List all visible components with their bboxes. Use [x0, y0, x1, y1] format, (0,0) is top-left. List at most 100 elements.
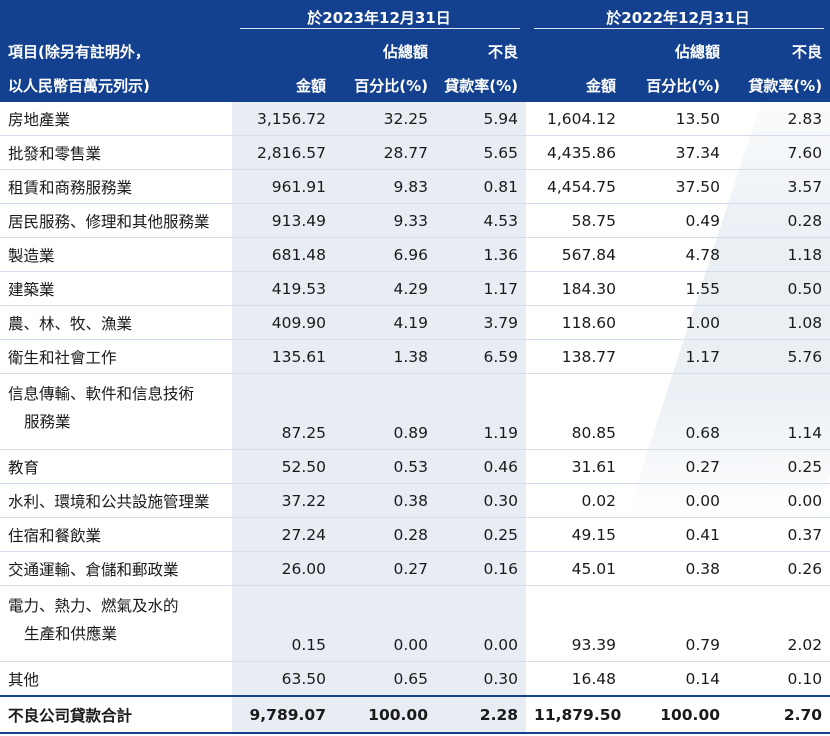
npl-rate-2023: 5.65: [436, 135, 527, 170]
pct-2023: 0.65: [334, 661, 436, 697]
npl-rate-2023: 0.81: [436, 169, 527, 204]
row-label: 製造業: [0, 237, 232, 272]
row-label: 住宿和餐飲業: [0, 517, 232, 552]
pct-2022: 1.55: [624, 271, 729, 306]
pct-2023: 1.38: [334, 339, 436, 374]
amount-2022: 118.60: [526, 305, 625, 340]
pct-2022: 13.50: [624, 102, 729, 136]
npl-rate-2022: 2.02: [728, 585, 830, 662]
npl-rate-2022: 0.25: [728, 449, 830, 484]
npl-rate-2022: 0.37: [728, 517, 830, 552]
table-row: 教育 52.50 0.53 0.46 31.61 0.27 0.25: [0, 449, 830, 484]
pct-2022: 0.68: [624, 373, 729, 450]
amount-2022: 45.01: [526, 551, 625, 586]
npl-rate-2022: 7.60: [728, 135, 830, 170]
table-body: 房地產業 3,156.72 32.25 5.94 1,604.12 13.50 …: [0, 102, 830, 734]
row-label: 教育: [0, 449, 232, 484]
npl-2022-header-line1: 不良: [728, 35, 830, 68]
table-row: 交通運輸、倉儲和郵政業 26.00 0.27 0.16 45.01 0.38 0…: [0, 551, 830, 586]
total-amount-2022: 11,879.50: [526, 695, 625, 734]
pct-2022: 0.79: [624, 585, 729, 662]
npl-rate-2023: 0.30: [436, 661, 527, 697]
amount-2023: 52.50: [232, 449, 334, 484]
header-blank: [0, 0, 232, 35]
row-label: 水利、環境和公共設施管理業: [0, 483, 232, 518]
amount-2023-header: 金額: [232, 68, 334, 102]
pct-2022: 0.49: [624, 203, 729, 238]
amount-2022: 16.48: [526, 661, 625, 697]
row-label: 居民服務、修理和其他服務業: [0, 203, 232, 238]
npl-2023-header-line2: 貸款率(%): [436, 68, 527, 102]
amount-2022: 0.02: [526, 483, 625, 518]
npl-rate-2023: 1.17: [436, 271, 527, 306]
npl-rate-2023: 0.46: [436, 449, 527, 484]
npl-2022-header-line2: 貸款率(%): [728, 68, 830, 102]
amount-2022-header: 金額: [526, 68, 625, 102]
column-header-row-2: 以人民幣百萬元列示) 金額 百分比(%) 貸款率(%) 金額 百分比(%) 貸款…: [0, 68, 830, 102]
amount-2023: 37.22: [232, 483, 334, 518]
row-label: 其他: [0, 661, 232, 697]
npl-rate-2022: 1.14: [728, 373, 830, 450]
pct-2022-header-line2: 百分比(%): [624, 68, 729, 102]
amount-2022: 93.39: [526, 585, 625, 662]
amount-2023: 63.50: [232, 661, 334, 697]
row-label-line1: 電力、熱力、燃氣及水的: [8, 597, 179, 615]
amount-2022: 1,604.12: [526, 102, 625, 136]
total-pct-2023: 100.00: [334, 695, 436, 734]
pct-2022: 0.38: [624, 551, 729, 586]
amount-2023: 913.49: [232, 203, 334, 238]
table-row: 批發和零售業 2,816.57 28.77 5.65 4,435.86 37.3…: [0, 135, 830, 170]
npl-rate-2023: 5.94: [436, 102, 527, 136]
npl-rate-2023: 1.19: [436, 373, 527, 450]
amount-2022: 49.15: [526, 517, 625, 552]
pct-2023-header-line1: 佔總額: [334, 35, 436, 68]
npl-rate-2022: 0.26: [728, 551, 830, 586]
amount-2023: 135.61: [232, 339, 334, 374]
period-2022-underline: [534, 28, 825, 29]
pct-2022: 0.00: [624, 483, 729, 518]
npl-rate-2022: 0.00: [728, 483, 830, 518]
label-header-line2: 以人民幣百萬元列示): [0, 68, 232, 102]
amount-2023: 27.24: [232, 517, 334, 552]
amount-2023: 3,156.72: [232, 102, 334, 136]
amount-2023-header-top: [232, 35, 334, 68]
table-row: 電力、熱力、燃氣及水的 生產和供應業 0.15 0.00 0.00 93.39 …: [0, 585, 830, 662]
pct-2022: 4.78: [624, 237, 729, 272]
npl-rate-2022: 2.83: [728, 102, 830, 136]
table-row: 房地產業 3,156.72 32.25 5.94 1,604.12 13.50 …: [0, 102, 830, 136]
pct-2023-header-line2: 百分比(%): [334, 68, 436, 102]
table-row: 建築業 419.53 4.29 1.17 184.30 1.55 0.50: [0, 271, 830, 306]
period-2023-header: 於2023年12月31日: [232, 0, 527, 35]
row-label: 建築業: [0, 271, 232, 306]
pct-2022: 0.41: [624, 517, 729, 552]
pct-2022: 1.00: [624, 305, 729, 340]
table-row: 信息傳輸、軟件和信息技術 服務業 87.25 0.89 1.19 80.85 0…: [0, 373, 830, 450]
row-label: 批發和零售業: [0, 135, 232, 170]
pct-2022-header-line1: 佔總額: [624, 35, 729, 68]
amount-2023: 2,816.57: [232, 135, 334, 170]
amount-2022: 4,454.75: [526, 169, 625, 204]
amount-2023: 26.00: [232, 551, 334, 586]
npl-rate-2023: 4.53: [436, 203, 527, 238]
row-label: 交通運輸、倉儲和郵政業: [0, 551, 232, 586]
amount-2022: 31.61: [526, 449, 625, 484]
row-label-line2: 生產和供應業: [24, 625, 118, 643]
table-row: 製造業 681.48 6.96 1.36 567.84 4.78 1.18: [0, 237, 830, 272]
pct-2023: 0.53: [334, 449, 436, 484]
npl-rate-2023: 3.79: [436, 305, 527, 340]
amount-2023: 419.53: [232, 271, 334, 306]
npl-rate-2023: 6.59: [436, 339, 527, 374]
npl-rate-2022: 0.10: [728, 661, 830, 697]
total-pct-2022: 100.00: [624, 695, 729, 734]
pct-2022: 37.34: [624, 135, 729, 170]
npl-rate-2022: 1.08: [728, 305, 830, 340]
table-row: 住宿和餐飲業 27.24 0.28 0.25 49.15 0.41 0.37: [0, 517, 830, 552]
row-label-line2: 服務業: [24, 413, 71, 431]
amount-2023: 87.25: [232, 373, 334, 450]
period-header-row: 於2023年12月31日 於2022年12月31日: [0, 0, 830, 35]
row-label: 電力、熱力、燃氣及水的 生產和供應業: [0, 585, 232, 662]
amount-2022-header-top: [526, 35, 625, 68]
pct-2023: 32.25: [334, 102, 436, 136]
npl-rate-2022: 0.28: [728, 203, 830, 238]
